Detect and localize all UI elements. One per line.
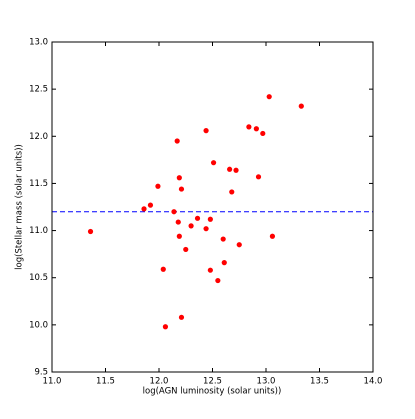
point — [260, 130, 266, 137]
point — [298, 103, 304, 109]
y-tick-label: 13.0 — [29, 38, 48, 48]
point — [87, 228, 94, 235]
point — [229, 189, 235, 195]
point — [207, 267, 213, 273]
x-tick-label: 12.0 — [150, 377, 169, 387]
point — [175, 219, 181, 225]
point — [162, 324, 169, 330]
point — [194, 215, 201, 221]
point — [174, 138, 180, 144]
y-tick-label: 10.5 — [29, 273, 48, 283]
x-tick-label: 11.0 — [43, 377, 62, 387]
x-tick-label: 14.0 — [364, 377, 383, 387]
point — [147, 202, 154, 208]
point — [221, 260, 227, 266]
point — [266, 94, 272, 100]
x-tick-label: 11.5 — [96, 377, 115, 387]
x-tick-label: 13.0 — [257, 377, 276, 387]
y-tick-label: 12.5 — [29, 85, 48, 95]
point — [236, 242, 242, 248]
point — [178, 186, 185, 192]
x-axis-label: log(AGN luminosity (solar units)) — [143, 387, 282, 397]
x-tick-label: 13.5 — [310, 377, 329, 387]
point — [255, 174, 262, 180]
point — [178, 314, 185, 320]
point — [176, 175, 182, 181]
x-tick-label: 12.5 — [203, 377, 222, 387]
point — [220, 236, 226, 242]
point — [203, 128, 209, 134]
point — [253, 126, 259, 132]
point — [141, 206, 147, 212]
point — [210, 160, 217, 166]
plot-frame — [51, 41, 374, 373]
point — [155, 183, 161, 189]
point — [233, 167, 239, 173]
point — [203, 226, 209, 232]
y-tick-label: 10.0 — [29, 320, 48, 330]
point — [269, 233, 276, 239]
point — [207, 216, 213, 222]
point — [227, 166, 233, 172]
y-tick-label: 12.0 — [29, 132, 48, 142]
point — [188, 223, 194, 229]
y-tick-label: 9.5 — [34, 368, 48, 378]
point — [176, 233, 182, 239]
point — [171, 209, 177, 215]
y-tick-label: 11.0 — [29, 226, 48, 236]
point — [183, 246, 189, 253]
y-tick-label: 11.5 — [29, 179, 48, 189]
point — [160, 266, 166, 272]
point — [246, 124, 252, 130]
y-axis-label: log(Stellar mass (solar units)) — [15, 144, 25, 270]
point — [215, 277, 221, 284]
